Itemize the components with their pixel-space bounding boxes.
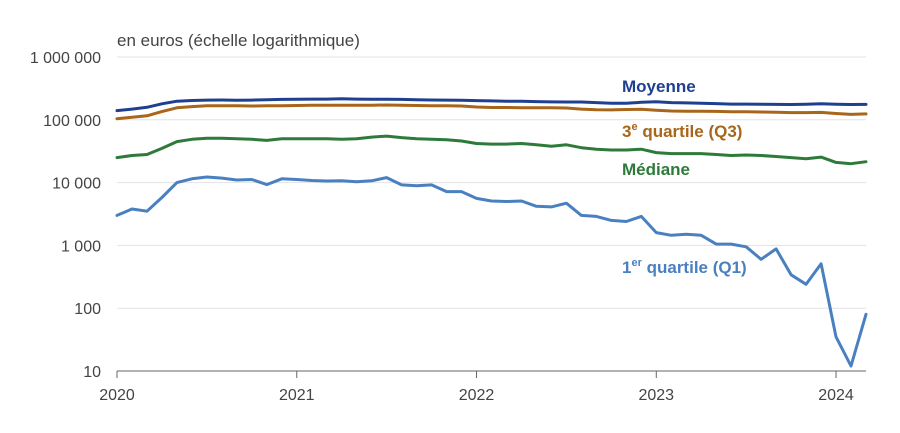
y-tick-label: 100	[74, 301, 101, 318]
y-tick-label: 100 000	[43, 113, 101, 130]
series-label-q3-rest: quartile (Q3)	[638, 122, 743, 141]
y-tick-label: 1 000	[61, 238, 101, 255]
series-line-q3	[115, 103, 868, 121]
x-tick-label: 2023	[638, 387, 674, 404]
series-line-moyenne	[115, 97, 868, 113]
series-line-q1	[115, 175, 868, 368]
series-label-moyenne: Moyenne	[622, 77, 696, 96]
series-label-q1-rest: quartile (Q1)	[642, 258, 747, 277]
series-line-mediane	[115, 134, 868, 166]
series-label-mediane: Médiane	[622, 160, 690, 179]
series-lines	[115, 97, 868, 368]
y-tick-label: 10	[83, 364, 101, 381]
x-axis-ticks: 2020 2021 2022 2023 2024	[99, 371, 854, 404]
series-label-q1: 1er quartile (Q1)	[622, 257, 747, 277]
y-tick-label: 10 000	[52, 176, 101, 193]
series-label-q1-main: 1	[622, 258, 631, 277]
x-tick-label: 2024	[818, 387, 854, 404]
series-label-q3-sup: e	[631, 121, 637, 133]
series-label-q3-main: 3	[622, 122, 631, 141]
y-axis-ticks: 1 000 000 100 000 10 000 1 000 100 10	[30, 50, 101, 381]
x-tick-label: 2021	[279, 387, 315, 404]
unit-label: en euros (échelle logarithmique)	[117, 31, 360, 50]
gridlines	[117, 56, 866, 309]
series-label-q3: 3e quartile (Q3)	[622, 121, 742, 141]
x-tick-label: 2022	[459, 387, 495, 404]
y-tick-label: 1 000 000	[30, 50, 101, 67]
x-tick-label: 2020	[99, 387, 135, 404]
series-label-q1-sup: er	[631, 257, 642, 269]
